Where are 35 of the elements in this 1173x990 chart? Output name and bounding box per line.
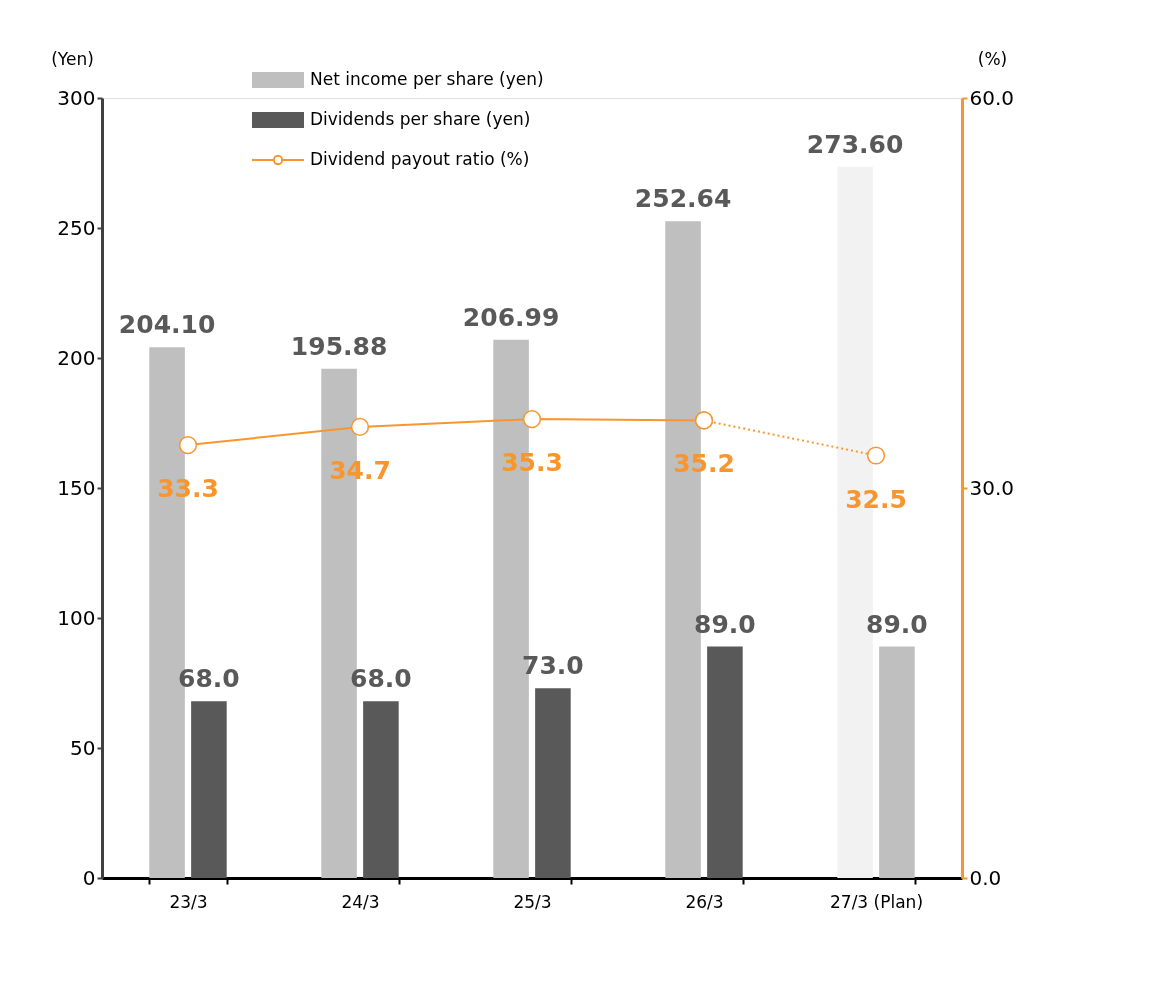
y-tick-label: 200 (57, 345, 96, 370)
y-tick-label: 300 (57, 85, 96, 110)
x-tick-label: 26/3 (685, 891, 724, 912)
y-tick-label: 0 (82, 865, 96, 890)
y2-tick-label: 60.0 (969, 85, 1015, 110)
y-axis-title: (Yen) (51, 48, 94, 69)
x-tick-label: 23/3 (169, 891, 208, 912)
data-label: 35.3 (501, 448, 563, 478)
y2-tick-label: 30.0 (969, 475, 1015, 500)
data-label: 204.10 (118, 310, 216, 340)
y2-tick-label: 0.0 (969, 865, 1002, 890)
legend-label: Dividends per share (yen) (310, 109, 531, 129)
y-tick-label: 250 (57, 215, 96, 240)
data-label: 68.0 (350, 664, 412, 694)
x-tick-label: 24/3 (341, 891, 380, 912)
data-label: 252.64 (634, 184, 732, 214)
data-label: 195.88 (290, 331, 388, 361)
data-label: 35.2 (673, 449, 735, 479)
legend-label: Dividend payout ratio (%) (310, 149, 530, 169)
y-tick-label: 150 (57, 475, 96, 500)
y2-axis-title: (%) (977, 48, 1008, 69)
data-label: 33.3 (157, 474, 219, 504)
data-label: 73.0 (522, 651, 584, 681)
data-label: 89.0 (866, 609, 928, 639)
data-label: 273.60 (806, 129, 904, 159)
data-label: 206.99 (462, 302, 560, 332)
data-label: 68.0 (178, 664, 240, 694)
data-label: 34.7 (329, 455, 391, 485)
data-label: 89.0 (694, 609, 756, 639)
x-tick-label: 27/3 (Plan) (829, 891, 924, 912)
data-label: 32.5 (845, 484, 907, 514)
y-tick-label: 100 (57, 605, 96, 630)
x-tick-label: 25/3 (513, 891, 552, 912)
y-tick-label: 50 (70, 735, 96, 760)
legend-label: Net income per share (yen) (310, 69, 544, 89)
